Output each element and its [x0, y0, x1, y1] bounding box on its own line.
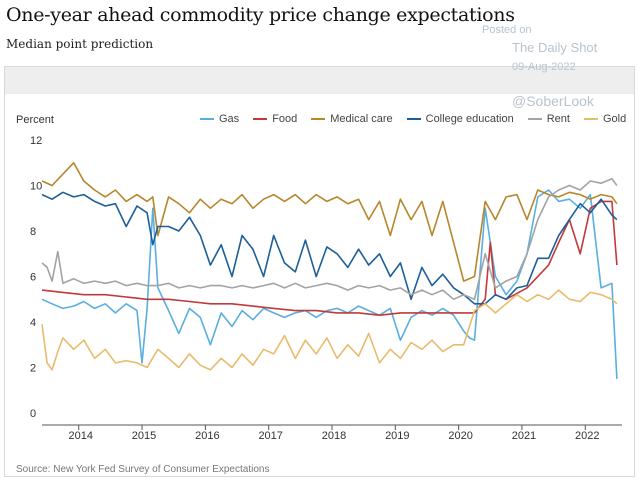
- series-line-gas: [41, 189, 618, 379]
- x-tick-label: 2020: [448, 430, 472, 442]
- x-tick-label: 2018: [322, 430, 346, 442]
- legend-label: College education: [425, 113, 514, 125]
- y-tick-label: 8: [30, 226, 36, 238]
- chart-subtitle: Median point prediction: [6, 37, 154, 51]
- legend-label: Food: [272, 113, 298, 125]
- y-tick-label: 12: [30, 135, 42, 147]
- chart-frame: [4, 66, 635, 477]
- legend-item-gold: Gold: [583, 113, 627, 125]
- x-tick-label: 2022: [575, 430, 599, 442]
- legend-item-food: Food: [253, 113, 297, 125]
- legend-item-medical-care: Medical care: [311, 113, 393, 125]
- chart-header-band: [5, 67, 634, 94]
- legend-label: Medical care: [330, 113, 393, 125]
- watermark-posted-on: Posted on: [482, 24, 532, 36]
- legend-swatch: [583, 118, 598, 120]
- legend-label: Rent: [546, 113, 570, 125]
- legend-item-gas: Gas: [200, 113, 239, 125]
- series-line-gold: [41, 289, 618, 371]
- y-tick-label: 6: [30, 272, 36, 284]
- x-tick-label: 2015: [132, 430, 156, 442]
- series-line-medical-care: [41, 162, 618, 282]
- legend-swatch: [311, 118, 326, 120]
- watermark-site: The Daily Shot: [512, 40, 598, 55]
- series-line-college-education: [41, 191, 618, 305]
- legend-swatch: [406, 118, 421, 120]
- x-tick-label: 2014: [68, 430, 92, 442]
- chart-title: One-year ahead commodity price change ex…: [6, 4, 515, 26]
- y-tick-label: 4: [30, 317, 36, 329]
- watermark-date: 09-Aug-2022: [512, 61, 576, 73]
- legend-label: Gas: [219, 113, 240, 125]
- y-tick-label: 2: [30, 363, 36, 375]
- y-tick-label: 10: [30, 181, 42, 193]
- legend-label: Gold: [602, 113, 627, 125]
- x-tick-label: 2021: [512, 430, 536, 442]
- legend-swatch: [200, 118, 214, 120]
- series-line-food: [41, 200, 618, 317]
- legend-swatch: [253, 118, 268, 120]
- y-tick-label: 0: [30, 408, 36, 420]
- y-axis-label: Percent: [16, 114, 54, 126]
- x-tick-label: 2017: [258, 430, 282, 442]
- x-tick-label: 2019: [385, 430, 409, 442]
- chart-legend: Gas Food Medical care College education Rent…: [200, 113, 626, 125]
- legend-item-rent: Rent: [527, 113, 570, 125]
- watermark-handle: @SoberLook: [512, 93, 594, 109]
- source-note: Source: New York Fed Survey of Consumer …: [16, 464, 270, 475]
- legend-item-college-education: College education: [406, 113, 514, 125]
- x-tick-label: 2016: [195, 430, 219, 442]
- legend-swatch: [527, 118, 542, 120]
- series-line-rent: [41, 177, 618, 301]
